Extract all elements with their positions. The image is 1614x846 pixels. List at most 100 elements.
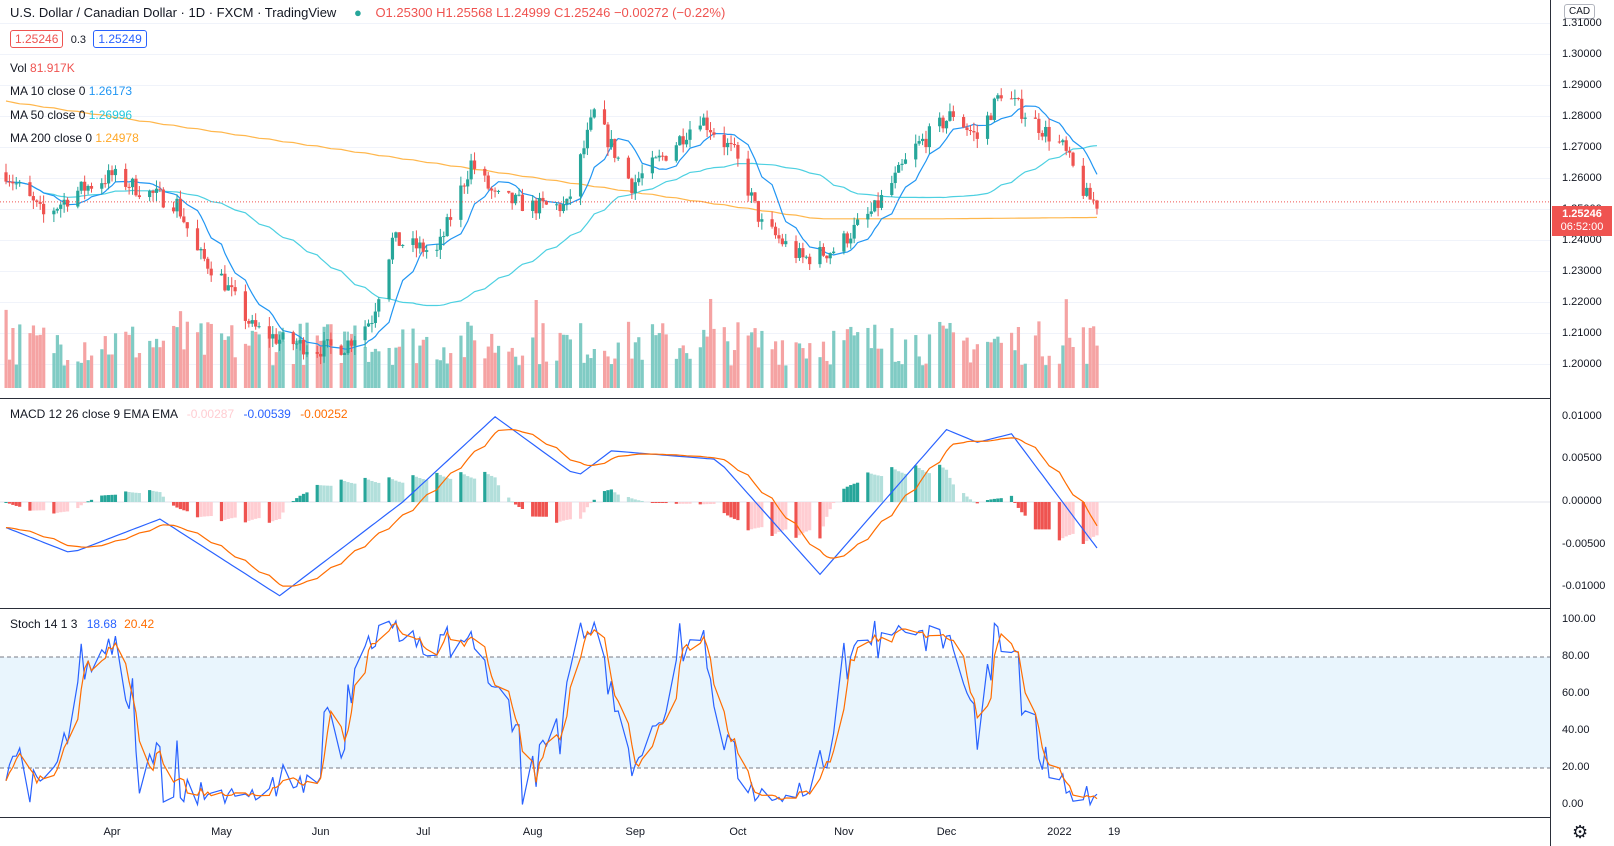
settings-gear-icon[interactable]: ⚙ (1572, 822, 1589, 842)
macd-hist-bar (206, 502, 210, 517)
macd-hist-bar (640, 500, 644, 502)
candle-body (965, 127, 969, 130)
volume-bar (555, 360, 559, 388)
volume-bar (196, 332, 200, 388)
volume-bar (746, 335, 750, 388)
volume-bar (538, 364, 542, 388)
volume-bar (568, 339, 572, 388)
volume-bar (18, 324, 22, 388)
volume-bar (818, 357, 822, 388)
candle-body (602, 109, 607, 125)
volume-bar (637, 337, 641, 388)
macd-hist-bar (702, 502, 706, 505)
volume-bar (459, 335, 463, 388)
stoch-legend[interactable]: Stoch 14 1 3 18.68 20.42 (10, 617, 154, 631)
price-pane[interactable] (0, 0, 1550, 399)
macd-hist-bar (534, 502, 538, 517)
macd-hist-bar (100, 495, 104, 502)
ma50-label: MA 50 close 0 (10, 108, 86, 122)
candle-body (972, 131, 976, 133)
macd-hist-bar (490, 475, 494, 502)
volume-bar (924, 363, 928, 388)
volume-bar (541, 323, 545, 388)
stoch-pane[interactable] (0, 609, 1550, 818)
volume-bar (558, 332, 562, 388)
volume-bar (650, 324, 655, 388)
ma200-legend[interactable]: MA 200 close 0 1.24978 (10, 131, 139, 145)
macd-hist-bar (4, 502, 8, 503)
volume-bar (756, 347, 761, 388)
candle-body (42, 203, 46, 215)
ma10-legend[interactable]: MA 10 close 0 1.26173 (10, 84, 132, 98)
volume-bar (496, 345, 501, 388)
macd-hist-bar (565, 502, 569, 520)
macd-hist-bar (732, 502, 737, 519)
candle-body (154, 188, 159, 193)
candle-body (1023, 117, 1027, 119)
candle-body (1064, 140, 1068, 151)
volume-bar (230, 325, 234, 388)
macd-hist-bar (274, 502, 278, 521)
macd-hist-bar (14, 502, 18, 506)
candle-body (339, 345, 343, 355)
volume-bar (774, 341, 778, 388)
candle-body (760, 219, 764, 222)
macd-hist-bar (818, 502, 822, 539)
volume-bar (274, 352, 278, 388)
candle-body (462, 185, 466, 187)
candle-body (797, 248, 802, 258)
chart-canvas[interactable] (0, 0, 1550, 846)
candle-body (592, 109, 596, 118)
candle-body (349, 340, 354, 346)
macd-hist-bar (517, 502, 521, 508)
volume-bar (968, 362, 973, 388)
macd-hist-bar (712, 502, 716, 504)
stoch-k-value: 18.68 (86, 617, 117, 631)
macd-hist-bar (972, 501, 976, 503)
macd-pane[interactable] (0, 399, 1550, 609)
candle-body (486, 175, 490, 189)
volume-bar (425, 336, 429, 388)
volume-bar (1016, 327, 1021, 388)
macd-hist-bar (421, 479, 425, 502)
macd-hist-bar (223, 502, 227, 520)
macd-hist-bar (613, 492, 617, 502)
macd-hist-bar (1013, 502, 1017, 503)
price-axis[interactable] (1550, 0, 1614, 846)
macd-hist-bar (148, 490, 152, 502)
macd-hist-bar (513, 502, 518, 505)
macd-hist-bar (746, 502, 750, 531)
volume-bar (1037, 321, 1041, 388)
volume-bar (103, 336, 107, 388)
candle-body (869, 211, 873, 214)
volume-bar (486, 346, 490, 388)
volume-bar (821, 341, 826, 388)
volume-bar (172, 325, 176, 388)
macd-legend[interactable]: MACD 12 26 close 9 EMA EMA -0.00287 -0.0… (10, 407, 348, 421)
macd-hist-bar (852, 483, 856, 502)
macd-signal-line (5, 428, 1098, 587)
volume-bar (561, 334, 566, 388)
macd-hist-bar (650, 502, 654, 503)
volume-bar (900, 364, 904, 388)
volume-bar (520, 355, 525, 388)
candle-body (900, 163, 904, 165)
volume-bar (462, 357, 466, 388)
volume-bar (722, 327, 726, 388)
macd-hist-bar (633, 499, 637, 502)
candle-body (202, 249, 206, 259)
macd-hist-bar (329, 485, 333, 502)
volume-bar (770, 349, 774, 388)
volume-bar (59, 344, 63, 388)
currency-button[interactable]: CAD (1564, 4, 1596, 19)
volume-bar (709, 298, 713, 388)
buy-quote[interactable]: 1.25249 (93, 30, 147, 48)
macd-hist-bar (951, 484, 955, 502)
volume-bar (640, 359, 644, 388)
sell-quote[interactable]: 1.25246 (10, 30, 64, 48)
macd-hist-bar (127, 491, 131, 502)
ma50-legend[interactable]: MA 50 close 0 1.26996 (10, 108, 132, 122)
volume-bar (603, 350, 607, 388)
vol-legend[interactable]: Vol 81.917K (10, 61, 75, 75)
volume-bar (657, 332, 661, 388)
